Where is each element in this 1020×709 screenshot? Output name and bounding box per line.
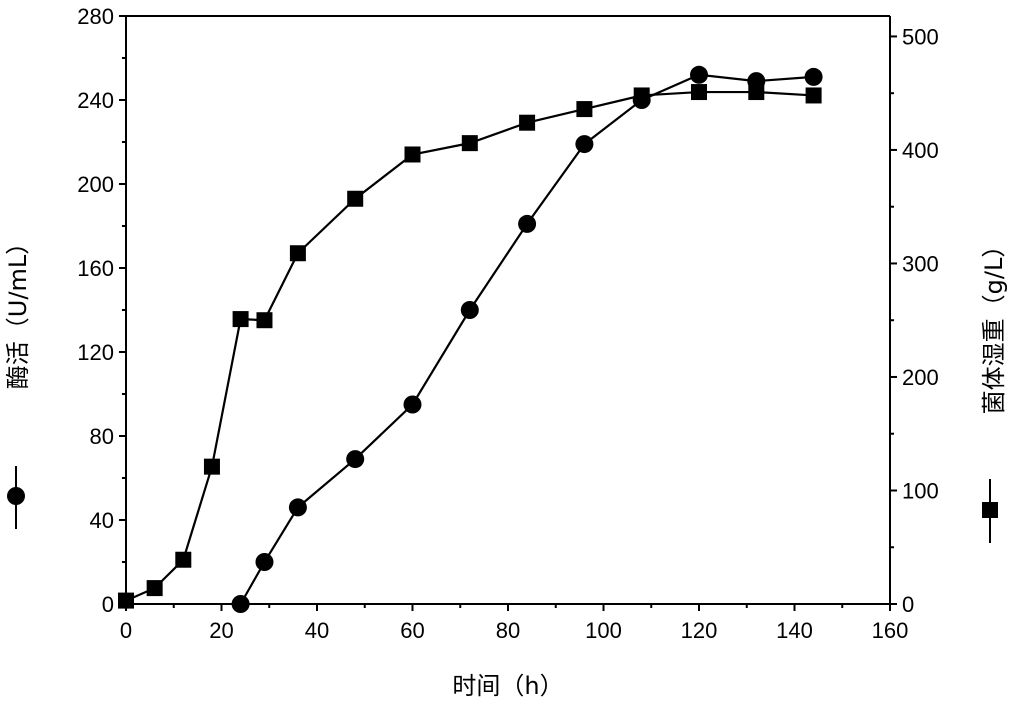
legend-circle bbox=[7, 487, 25, 505]
right-y-axis-title: 菌体湿重（g/L） bbox=[980, 234, 1008, 415]
legend-square-marker bbox=[982, 479, 998, 543]
left-y-tick-label: 0 bbox=[102, 592, 114, 617]
circle-point bbox=[460, 301, 479, 319]
x-tick-label: 60 bbox=[400, 618, 424, 643]
right-y-tick-label: 100 bbox=[902, 478, 939, 503]
series-layer bbox=[118, 65, 823, 613]
square-point bbox=[256, 312, 273, 329]
square-point bbox=[691, 84, 707, 101]
square-point bbox=[748, 84, 765, 101]
square-point bbox=[203, 458, 220, 475]
circle-point bbox=[690, 65, 708, 84]
right-y-tick-label: 400 bbox=[902, 138, 939, 163]
square-point bbox=[404, 146, 421, 163]
left-y-tick-label: 240 bbox=[77, 88, 114, 113]
right-y-tick-label: 300 bbox=[902, 251, 939, 276]
x-tick-label: 80 bbox=[496, 618, 520, 643]
square-series-line bbox=[125, 90, 814, 602]
square-point bbox=[576, 101, 593, 118]
circle-point bbox=[804, 67, 823, 86]
left-y-tick-label: 200 bbox=[77, 172, 114, 197]
square-point bbox=[175, 551, 192, 568]
x-tick-label: 140 bbox=[776, 618, 813, 643]
left-y-tick-label: 280 bbox=[77, 4, 114, 29]
right-y-tick-label: 200 bbox=[902, 365, 939, 390]
x-tick-label: 40 bbox=[305, 618, 329, 643]
circle-point bbox=[346, 450, 365, 469]
axes bbox=[125, 15, 891, 605]
circle-point bbox=[255, 553, 274, 571]
tick-labels: 0 20 40 60 80 100 120 140 1600408012016020024028… bbox=[77, 4, 938, 643]
circle-point bbox=[518, 214, 537, 233]
square-point bbox=[118, 592, 134, 609]
left-y-tick-label: 80 bbox=[90, 424, 114, 449]
x-axis-title: 时间（h） bbox=[452, 672, 563, 700]
right-y-tick-label: 0 bbox=[902, 592, 914, 617]
legend-square bbox=[982, 502, 998, 518]
right-y-tick-label: 500 bbox=[902, 24, 939, 49]
left-y-tick-label: 120 bbox=[77, 340, 114, 365]
circle-series-line bbox=[239, 73, 814, 605]
x-tick-label: 100 bbox=[585, 618, 622, 643]
x-tick-label: 120 bbox=[681, 618, 718, 643]
square-point bbox=[232, 311, 249, 328]
circle-point bbox=[403, 395, 422, 414]
left-y-axis-title: 酶活（U/mL） bbox=[4, 231, 32, 389]
left-y-tick-label: 40 bbox=[90, 508, 114, 533]
square-point bbox=[289, 245, 306, 262]
square-point bbox=[633, 87, 650, 104]
x-tick-label: 20 bbox=[209, 618, 233, 643]
square-point bbox=[519, 114, 536, 131]
circle-point bbox=[231, 595, 250, 613]
square-point bbox=[347, 190, 364, 207]
x-tick-label: 0 bbox=[120, 618, 132, 643]
square-point bbox=[461, 135, 478, 152]
circle-point bbox=[575, 135, 594, 154]
circle-point bbox=[288, 498, 307, 517]
left-y-tick-label: 160 bbox=[77, 256, 114, 281]
square-point bbox=[805, 87, 822, 104]
ticks bbox=[119, 15, 897, 611]
x-tick-label: 160 bbox=[872, 618, 909, 643]
square-point bbox=[146, 580, 163, 597]
legend-circle-marker bbox=[7, 466, 25, 529]
